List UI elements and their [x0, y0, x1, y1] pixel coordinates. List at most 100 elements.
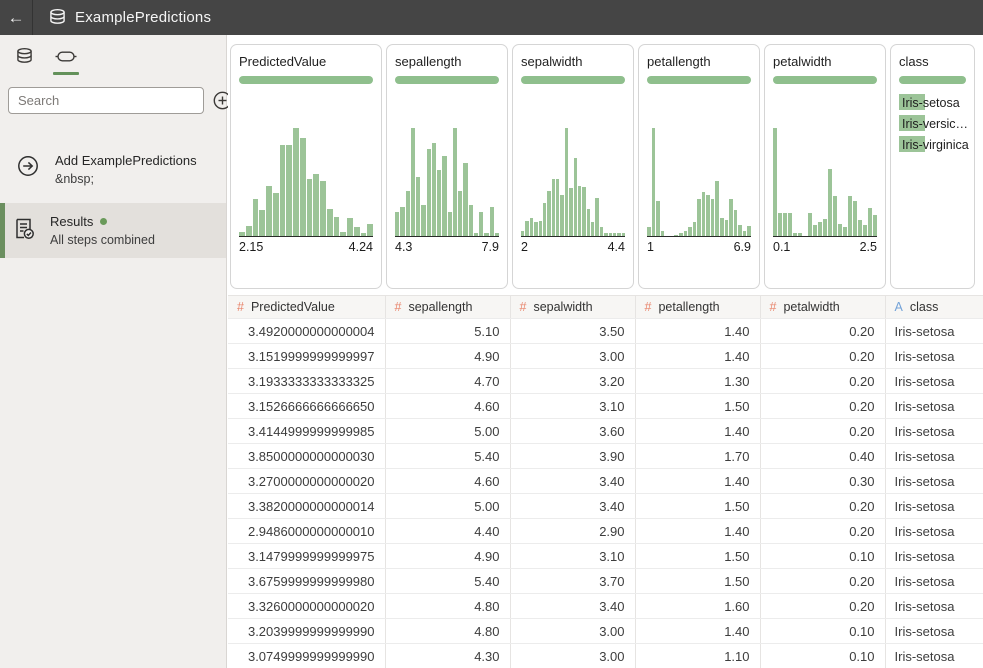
histogram-bar	[542, 203, 547, 236]
cell-class: Iris-setosa	[885, 443, 983, 469]
cell-class: Iris-setosa	[885, 618, 983, 644]
column-card-sepallength[interactable]: sepallength 4.3 7.9	[386, 44, 508, 289]
cell-petalwidth: 0.20	[760, 593, 886, 619]
column-header-sepallength[interactable]: # sepallength	[385, 295, 511, 319]
cell-petallength: 1.10	[635, 643, 761, 668]
column-card-petalwidth[interactable]: petalwidth 0.1 2.5	[764, 44, 886, 289]
column-card-petallength[interactable]: petallength 1 6.9	[638, 44, 760, 289]
cell-class: Iris-setosa	[885, 493, 983, 519]
column-profile-cards: PredictedValue 2.15 4.24 sepallength 4.3 7.9 s…	[228, 35, 983, 289]
tab-data[interactable]	[10, 48, 38, 75]
max-label: 2.5	[859, 240, 877, 254]
histogram-bar	[823, 219, 827, 236]
cell-sepalwidth: 3.10	[510, 393, 636, 419]
histogram-bar	[651, 128, 656, 236]
category-row: Iris-virginica	[899, 136, 969, 152]
cell-class: Iris-setosa	[885, 343, 983, 369]
column-header-petalwidth[interactable]: # petalwidth	[760, 295, 886, 319]
histogram-bar	[333, 217, 340, 236]
histogram-bar	[326, 209, 333, 236]
histogram-bar	[848, 196, 852, 236]
column-header-label: petallength	[658, 300, 720, 314]
node-icon	[55, 48, 77, 65]
column-header-petallength[interactable]: # petallength	[635, 295, 761, 319]
histogram-bar	[473, 233, 478, 236]
histogram-bar	[710, 199, 715, 236]
data-grid: # PredictedValue # sepallength # sepalwidth # p…	[228, 295, 983, 668]
histogram-range-labels: 2.15 4.24	[239, 240, 373, 254]
histogram-bar	[463, 163, 468, 236]
search-input[interactable]	[8, 87, 204, 114]
min-label: 1	[647, 240, 654, 254]
histogram-bar	[442, 156, 447, 236]
card-title: sepalwidth	[521, 54, 583, 69]
step-item-title: Add ExamplePredictions	[55, 153, 197, 168]
report-check-icon	[12, 214, 36, 247]
histogram-bar	[484, 233, 489, 236]
histogram-bar	[818, 222, 822, 236]
category-label: Iris-virginica	[902, 138, 969, 152]
histogram-range-labels: 1 6.9	[647, 240, 751, 254]
histogram-bar	[573, 158, 577, 236]
cell-sepallength: 4.90	[385, 343, 511, 369]
max-label: 6.9	[733, 240, 751, 254]
card-title: petalwidth	[773, 54, 832, 69]
cell-class: Iris-setosa	[885, 368, 983, 394]
step-item-results[interactable]: Results All steps combined	[0, 203, 226, 258]
histogram-bar	[286, 145, 292, 236]
quality-bar	[899, 76, 966, 84]
cell-petalwidth: 0.10	[760, 643, 886, 668]
cell-PredictedValue: 3.3820000000000014	[228, 493, 386, 519]
cell-petalwidth: 0.20	[760, 418, 886, 444]
histogram-bar	[828, 169, 832, 236]
column-header-label: sepalwidth	[533, 300, 593, 314]
cell-sepallength: 5.40	[385, 443, 511, 469]
column-card-PredictedValue[interactable]: PredictedValue 2.15 4.24	[230, 44, 382, 289]
cell-sepalwidth: 3.70	[510, 568, 636, 594]
column-header-PredictedValue[interactable]: # PredictedValue	[228, 295, 386, 319]
histogram-bar	[853, 201, 857, 236]
histogram-bar	[674, 235, 678, 236]
histogram-bar	[266, 186, 272, 236]
histogram-range-labels: 0.1 2.5	[773, 240, 877, 254]
arrow-right-circle-icon	[17, 153, 41, 186]
column-card-class[interactable]: class Iris-setosa Iris-versic… Iris-virgini…	[890, 44, 975, 289]
histogram-bar	[697, 199, 701, 236]
status-dot	[100, 218, 108, 225]
database-icon	[16, 48, 33, 65]
step-list: Add ExamplePredictions &nbsp;	[0, 142, 226, 258]
tab-steps[interactable]	[52, 48, 80, 75]
histogram-bar	[313, 174, 319, 236]
histogram	[395, 128, 499, 236]
header-divider	[32, 0, 33, 35]
column-header-sepalwidth[interactable]: # sepalwidth	[510, 295, 636, 319]
cell-class: Iris-setosa	[885, 418, 983, 444]
app-header: ← ExamplePredictions	[0, 0, 983, 35]
histogram-bar	[479, 212, 484, 236]
histogram-bar	[678, 233, 683, 236]
histogram-bar	[647, 227, 651, 236]
cell-sepallength: 4.30	[385, 643, 511, 668]
category-count-bar	[899, 115, 925, 131]
histogram-bar	[586, 209, 590, 236]
histogram-bar	[416, 177, 421, 236]
cell-class: Iris-setosa	[885, 643, 983, 668]
histogram-bar	[778, 213, 782, 236]
histogram-bar	[793, 233, 797, 236]
step-item-add-examplepredictions[interactable]: Add ExamplePredictions &nbsp;	[0, 142, 226, 197]
histogram-bar	[738, 225, 742, 236]
cell-petallength: 1.50	[635, 393, 761, 419]
min-label: 2	[521, 240, 528, 254]
cell-petalwidth: 0.20	[760, 318, 886, 344]
column-header-label: sepallength	[408, 300, 473, 314]
back-button[interactable]: ←	[0, 0, 32, 35]
category-list: Iris-setosa Iris-versic… Iris-virginica	[899, 94, 969, 152]
histogram-bar	[564, 128, 569, 236]
column-card-sepalwidth[interactable]: sepalwidth 2 4.4	[512, 44, 634, 289]
histogram-bar	[340, 232, 346, 236]
histogram-bar	[468, 205, 473, 236]
histogram-bar	[617, 233, 621, 236]
cell-PredictedValue: 3.1933333333333325	[228, 368, 386, 394]
histogram-bar	[858, 220, 862, 236]
